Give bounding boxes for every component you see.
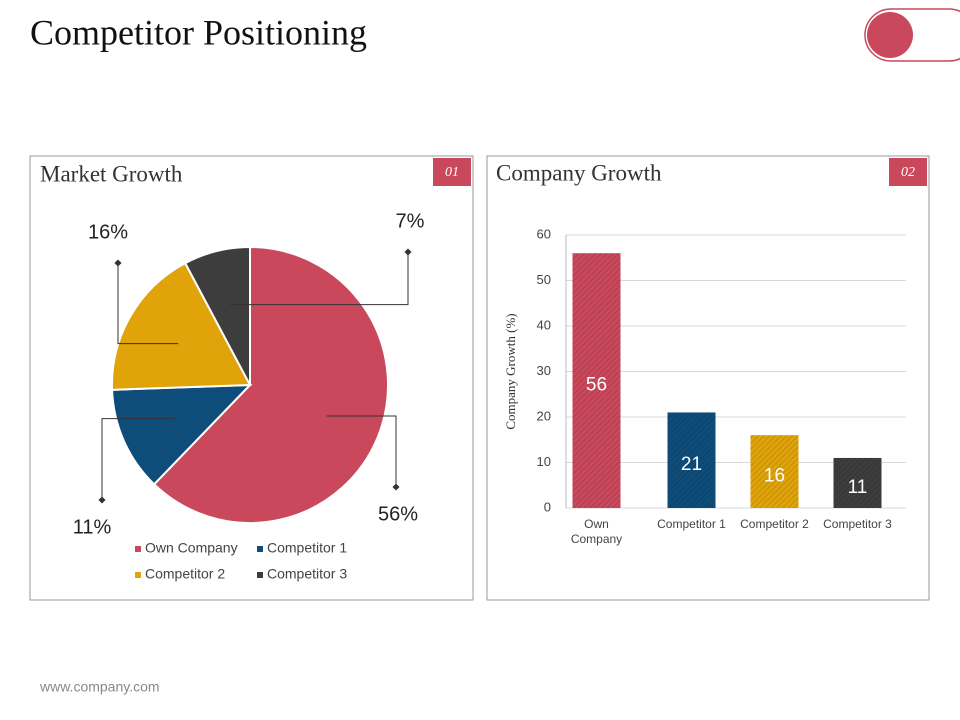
badge: [889, 158, 927, 186]
legend-swatch: [257, 546, 263, 552]
leader-dot: [404, 248, 412, 256]
legend-label: Competitor 1: [267, 540, 347, 556]
leader-line: [101, 418, 175, 500]
x-tick-label: Competitor 3: [823, 517, 892, 531]
data-label: 16%: [88, 221, 128, 243]
data-label: 16: [764, 466, 785, 487]
leader-dot: [392, 483, 400, 491]
footer: www.company.com: [39, 679, 160, 695]
leader-line: [229, 252, 409, 306]
legend-label: Own Company: [145, 540, 238, 556]
data-label: 7%: [396, 210, 425, 232]
leader-dot: [98, 496, 106, 504]
data-label: 56: [586, 375, 607, 396]
bar-hatch: [833, 457, 882, 508]
chart-title: Company Growth: [496, 160, 662, 185]
data-label: 11%: [73, 516, 112, 538]
leader-line: [326, 415, 397, 487]
legend-label: Competitor 2: [145, 566, 225, 582]
page-title: Competitor Positioning: [30, 12, 367, 52]
y-tick-label: 40: [537, 317, 551, 332]
y-tick-label: 20: [537, 408, 551, 423]
panel: [29, 155, 474, 601]
x-tick-label: Own Company: [570, 517, 623, 546]
y-tick-label: 30: [537, 363, 551, 378]
panel: [486, 155, 930, 601]
y-tick-label: 0: [544, 499, 551, 514]
badge: [433, 158, 471, 186]
pie-slice: [111, 383, 253, 486]
legend-label: Competitor 3: [267, 566, 347, 582]
y-tick-label: 50: [537, 272, 551, 287]
x-tick-label: Competitor 2: [740, 517, 809, 531]
pie-slice: [111, 261, 252, 391]
y-tick-label: 60: [537, 226, 551, 241]
data-label: 21: [681, 454, 702, 475]
leader-line: [117, 263, 179, 345]
badge-text: 01: [445, 165, 459, 180]
leader-dot: [114, 259, 122, 267]
badge-text: 02: [901, 165, 915, 180]
legend-swatch: [257, 572, 263, 578]
logo-dot: [867, 12, 913, 58]
bar-hatch: [750, 435, 799, 508]
y-axis-label: Company Growth (%): [503, 313, 518, 429]
legend-swatch: [135, 546, 141, 552]
x-tick-label: Competitor 1: [657, 517, 726, 531]
chart-title: Market Growth: [40, 161, 183, 186]
bar-hatch: [667, 412, 716, 508]
pie-slice: [183, 245, 251, 386]
pie-slice: [152, 245, 389, 524]
data-label: 56%: [378, 503, 418, 525]
y-tick-label: 10: [537, 454, 551, 469]
data-label: 11: [848, 477, 868, 498]
legend-swatch: [135, 572, 141, 578]
bar-hatch: [572, 253, 621, 508]
